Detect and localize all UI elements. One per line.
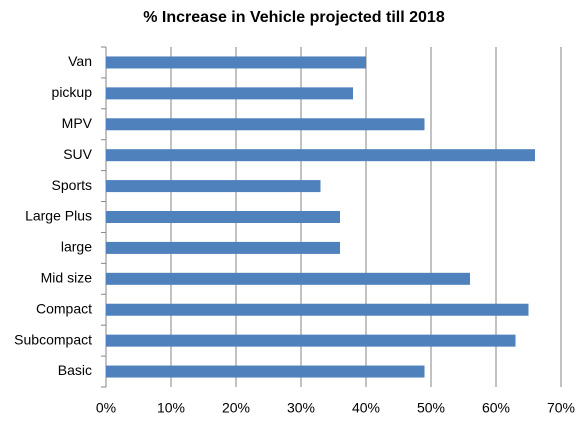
x-tick-label: 0% [96,400,116,416]
y-tick-label: Basic [58,362,92,378]
y-tick-label: Large Plus [25,208,92,224]
bar [106,303,529,316]
y-tick-label: Compact [36,300,92,316]
y-tick-label: SUV [63,146,92,162]
bar [106,118,425,131]
x-tick-label: 70% [547,400,575,416]
bar [106,87,353,100]
bar [106,149,535,162]
x-tick-label: 20% [222,400,250,416]
bar [106,365,425,378]
bar [106,272,470,285]
y-tick-label: Sports [52,177,92,193]
y-tick-label: Mid size [41,270,93,286]
x-tick-label: 30% [287,400,315,416]
y-tick-label: Subcompact [14,331,92,347]
bar [106,241,340,254]
bar [106,180,321,193]
x-tick-label: 50% [417,400,445,416]
x-tick-label: 40% [352,400,380,416]
y-tick-label: MPV [62,115,93,131]
bar [106,56,366,69]
bar [106,211,340,223]
bar [106,334,516,347]
y-tick-label: pickup [52,84,93,100]
x-tick-label: 60% [482,400,510,416]
y-tick-label: large [61,239,92,255]
chart-title: % Increase in Vehicle projected till 201… [143,9,445,26]
x-tick-label: 10% [157,400,185,416]
y-tick-label: Van [68,53,92,69]
